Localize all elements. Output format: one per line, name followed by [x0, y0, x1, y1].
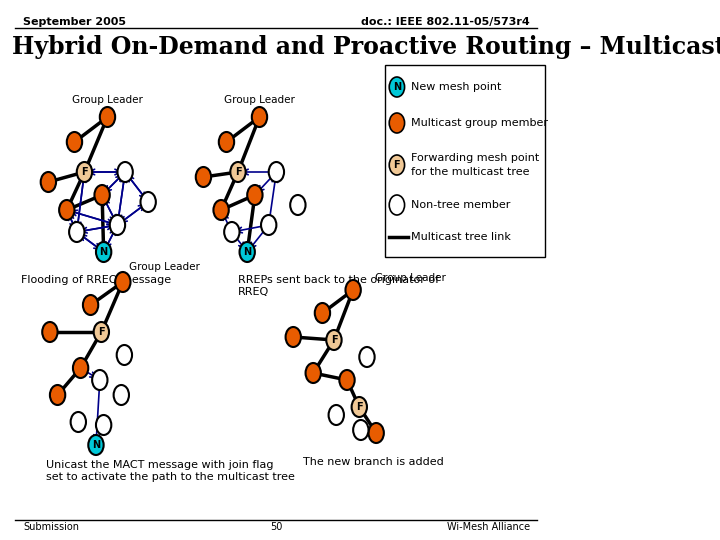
Text: Non-tree member: Non-tree member — [410, 200, 510, 210]
Circle shape — [339, 370, 355, 390]
Circle shape — [50, 385, 66, 405]
Circle shape — [369, 423, 384, 443]
Text: N: N — [243, 247, 251, 257]
Circle shape — [100, 107, 115, 127]
Circle shape — [286, 327, 301, 347]
Circle shape — [240, 242, 255, 262]
Text: F: F — [98, 327, 104, 337]
Text: F: F — [235, 167, 241, 177]
Text: F: F — [356, 402, 363, 412]
Circle shape — [196, 167, 211, 187]
Circle shape — [261, 215, 276, 235]
Text: 50: 50 — [270, 522, 282, 532]
Circle shape — [59, 200, 74, 220]
Circle shape — [109, 215, 125, 235]
Circle shape — [290, 195, 305, 215]
Circle shape — [96, 242, 112, 262]
Circle shape — [328, 405, 344, 425]
Circle shape — [305, 363, 321, 383]
Text: Wi-Mesh Alliance: Wi-Mesh Alliance — [446, 522, 530, 532]
Circle shape — [346, 280, 361, 300]
Circle shape — [230, 162, 246, 182]
Text: Flooding of RREQ message: Flooding of RREQ message — [21, 275, 171, 285]
Text: N: N — [393, 82, 401, 92]
Circle shape — [140, 192, 156, 212]
Text: Forwarding mesh point: Forwarding mesh point — [410, 153, 539, 163]
Text: Hybrid On-Demand and Proactive Routing – Multicast: Hybrid On-Demand and Proactive Routing –… — [12, 35, 720, 59]
Text: doc.: IEEE 802.11-05/573r4: doc.: IEEE 802.11-05/573r4 — [361, 17, 530, 27]
Circle shape — [117, 162, 132, 182]
Circle shape — [77, 162, 92, 182]
Circle shape — [94, 322, 109, 342]
Circle shape — [390, 77, 405, 97]
Circle shape — [247, 185, 263, 205]
Circle shape — [89, 435, 104, 455]
Circle shape — [224, 222, 240, 242]
FancyBboxPatch shape — [384, 65, 545, 257]
Circle shape — [269, 162, 284, 182]
Circle shape — [92, 370, 107, 390]
Circle shape — [219, 132, 234, 152]
Text: Unicast the MACT message with join flag
set to activate the path to the multicas: Unicast the MACT message with join flag … — [46, 460, 295, 482]
Text: Multicast tree link: Multicast tree link — [410, 232, 510, 242]
Text: The new branch is added: The new branch is added — [303, 457, 444, 467]
Circle shape — [359, 347, 374, 367]
Text: Group Leader: Group Leader — [72, 95, 143, 105]
Circle shape — [117, 345, 132, 365]
Circle shape — [71, 412, 86, 432]
Circle shape — [69, 222, 84, 242]
Text: F: F — [330, 335, 337, 345]
Circle shape — [252, 107, 267, 127]
Circle shape — [353, 420, 369, 440]
Circle shape — [315, 303, 330, 323]
Circle shape — [326, 330, 341, 350]
Circle shape — [351, 397, 367, 417]
Circle shape — [41, 172, 56, 192]
Circle shape — [115, 272, 130, 292]
Circle shape — [390, 113, 405, 133]
Circle shape — [94, 185, 109, 205]
Text: N: N — [99, 247, 108, 257]
Circle shape — [96, 415, 112, 435]
Text: September 2005: September 2005 — [23, 17, 126, 27]
Circle shape — [390, 195, 405, 215]
Circle shape — [73, 358, 89, 378]
Text: N: N — [92, 440, 100, 450]
Circle shape — [213, 200, 229, 220]
Text: F: F — [394, 160, 400, 170]
Text: Group Leader: Group Leader — [374, 273, 446, 283]
Text: New mesh point: New mesh point — [410, 82, 501, 92]
Text: Group Leader: Group Leader — [224, 95, 295, 105]
Text: RREPs sent back to the originator of
RREQ: RREPs sent back to the originator of RRE… — [238, 275, 439, 296]
Circle shape — [390, 155, 405, 175]
Text: Group Leader: Group Leader — [129, 262, 200, 272]
Circle shape — [114, 385, 129, 405]
Text: Multicast group member: Multicast group member — [410, 118, 548, 128]
Text: for the multicast tree: for the multicast tree — [410, 167, 529, 177]
Circle shape — [83, 295, 98, 315]
Text: F: F — [81, 167, 88, 177]
Circle shape — [42, 322, 58, 342]
Text: Submission: Submission — [23, 522, 79, 532]
Circle shape — [67, 132, 82, 152]
